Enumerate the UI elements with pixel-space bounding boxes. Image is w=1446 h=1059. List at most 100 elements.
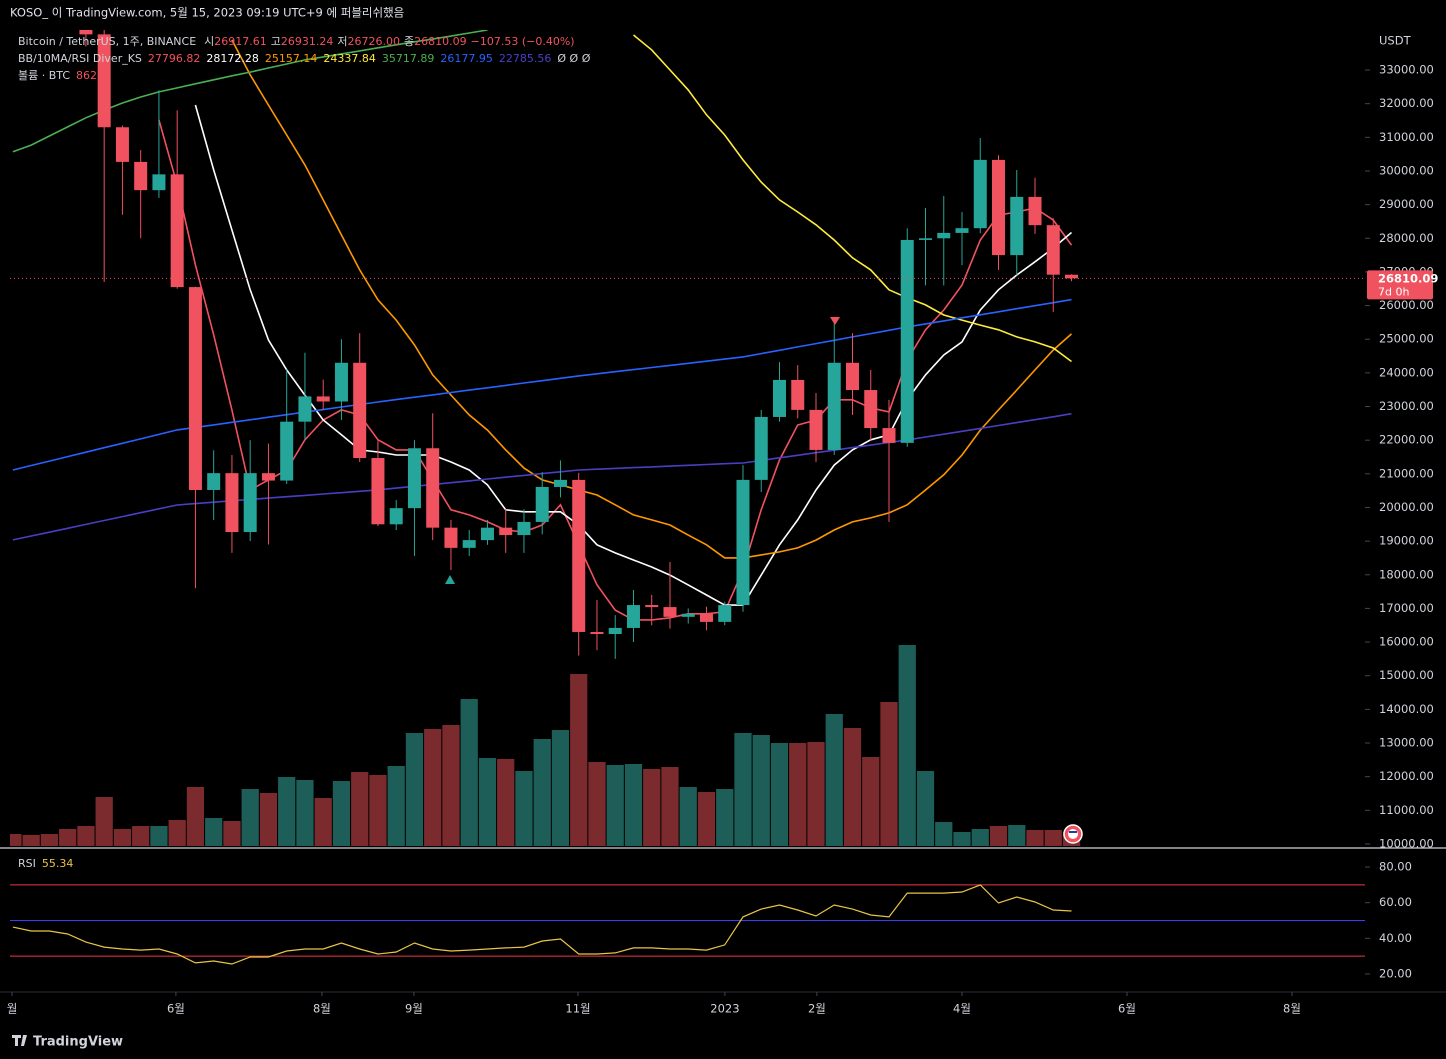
candle-body [919,238,933,240]
volume-bar [223,821,241,846]
volume-bar [898,645,916,846]
candle-body [298,396,312,422]
indicator-line [194,104,1073,606]
rsi-tick-label: 20.00 [1379,966,1412,980]
candle-body [772,379,786,417]
volume-bar [40,834,59,846]
ohlc-label: 시 [204,35,214,48]
candle-body [188,287,202,490]
volume-bar [351,772,369,846]
volume-bar [113,829,132,846]
volume-bar [10,834,22,846]
volume-bar [789,743,807,846]
volume-bar [588,762,606,846]
candle-body [97,34,111,128]
volume-label: 볼륨 · BTC [18,69,70,82]
candle-body [626,605,640,628]
volume-bar [132,826,150,846]
y-tick-label: 30000.00 [1379,163,1434,177]
x-tick-label: 2023 [710,1002,739,1016]
last-price-label: 26810.09 [1378,271,1438,285]
x-tick-label: 11월 [565,1002,590,1016]
rsi-tick-label: 40.00 [1379,931,1412,945]
event-flag[interactable] [1063,824,1083,844]
x-tick-label: 8월 [1283,1002,1301,1016]
indicator-line [158,119,1073,621]
y-tick-label: 11000.00 [1379,803,1434,817]
volume-bar [734,733,752,846]
y-tick-label: 10000.00 [1379,836,1434,850]
volume-bar [22,835,40,846]
volume-bar [515,771,533,846]
volume-bar [460,699,478,846]
candle-body [645,605,659,608]
indicator-value: 35717.89 [382,52,435,65]
candle-body [1046,225,1060,275]
symbol: Bitcoin / TetherUS, 1주, BINANCE [18,35,196,48]
volume-bar [716,789,734,846]
candle-body [754,416,768,480]
volume-bar [862,757,880,846]
volume-bar [697,792,716,846]
brand: TradingView [33,1035,123,1050]
candle-body [992,159,1006,256]
y-tick-label: 12000.00 [1379,769,1434,783]
volume-bar [624,764,643,846]
candle-body [1010,196,1024,256]
volume-bar [259,793,278,846]
publish-header: KOSO_ 이 TradingView.com, 5월 15, 2023 09:… [10,6,404,20]
indicator-value: 24337.84 [323,52,376,65]
ohlc-label: 종 [404,35,414,48]
ohlc-label: 저 [337,35,347,48]
candle-body [1065,274,1079,279]
volume-bar [916,771,935,846]
indicator-flags: Ø Ø Ø [557,52,590,65]
rsi-line [12,884,1072,965]
candle-body [973,159,987,229]
volume-legend: 볼륨 · BTC 862 [18,69,97,82]
y-tick-label: 22000.00 [1379,433,1434,447]
volume-bar [387,766,405,846]
candle-body [517,521,531,536]
candle-body [590,631,604,634]
candle-body [316,396,330,402]
last-price-box [1367,270,1433,300]
y-tick-label: 18000.00 [1379,567,1434,581]
candle-body [699,613,713,622]
volume-bar [825,714,843,846]
volume-bar [296,780,314,846]
candle-body [736,479,750,606]
x-tick-label: 6월 [1118,1002,1136,1016]
volume-bar [533,739,551,846]
candle-body [535,486,549,522]
ohlc-value: 26810.09 [414,35,467,48]
candle-body [134,161,148,191]
y-tick-label: 31000.00 [1379,130,1434,144]
candle-body [261,473,275,481]
volume-bar [679,787,697,846]
y-tick-label: 29000.00 [1379,197,1434,211]
candle-body [444,527,458,548]
y-tick-label: 19000.00 [1379,534,1434,548]
candle-body [243,473,257,533]
candle-body [864,390,878,429]
brand-logo: TradingView [12,1035,123,1050]
y-tick-label: 16000.00 [1379,635,1434,649]
change: −107.53 (−0.40%) [471,35,575,48]
x-tick-label: 8월 [313,1002,331,1016]
volume-bar [843,728,862,846]
candle-body [170,174,184,288]
volume-bar [241,789,259,846]
volume-bar [424,729,442,846]
rsi-label: RSI [18,857,36,870]
candle-body [480,527,494,541]
volume-bar [314,798,332,846]
indicator-value: 27796.82 [148,52,201,65]
candle-body [426,448,440,528]
countdown: 7d 0h [1378,285,1409,298]
candle-body [845,362,859,391]
candle-body [334,362,348,402]
candle-body [115,127,129,162]
volume-bar [935,822,953,846]
volume-bar [168,820,186,846]
